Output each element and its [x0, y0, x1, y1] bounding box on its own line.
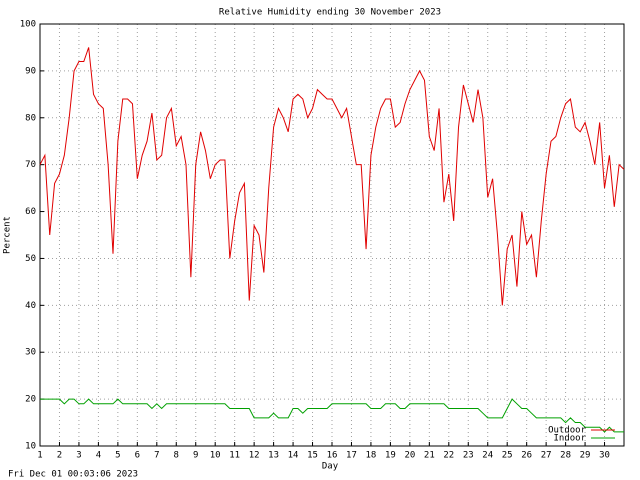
y-tick-label: 80: [25, 113, 36, 123]
plot-frame: [39, 23, 625, 447]
y-tick-label: 50: [25, 254, 36, 264]
legend-label: Outdoor: [548, 426, 587, 436]
x-tick-label: 29: [580, 451, 591, 461]
x-tick-label: 15: [307, 451, 318, 461]
y-axis-label: Percent: [3, 216, 13, 254]
y-tick-label: 10: [25, 442, 36, 452]
x-tick-label: 17: [346, 451, 357, 461]
x-tick-label: 4: [96, 451, 101, 461]
x-tick-label: 18: [366, 451, 377, 461]
x-axis-label: Day: [322, 462, 339, 472]
x-tick-label: 21: [424, 451, 435, 461]
y-tick-label: 40: [25, 301, 36, 311]
x-tick-label: 3: [76, 451, 81, 461]
y-tick-label: 100: [20, 20, 36, 30]
x-tick-label: 8: [174, 451, 179, 461]
y-tick-label: 30: [25, 348, 36, 358]
x-tick-label: 1: [37, 451, 42, 461]
legend-label: Indoor: [553, 434, 586, 444]
x-tick-label: 24: [482, 451, 493, 461]
y-tick-label: 20: [25, 395, 36, 405]
x-tick-label: 22: [443, 451, 454, 461]
y-tick-label: 60: [25, 207, 36, 217]
x-tick-label: 26: [521, 451, 532, 461]
x-tick-label: 30: [599, 451, 610, 461]
x-tick-label: 16: [327, 451, 338, 461]
x-tick-label: 2: [57, 451, 62, 461]
data-line: [39, 47, 625, 306]
x-tick-label: 5: [115, 451, 120, 461]
x-tick-label: 12: [249, 451, 260, 461]
x-tick-label: 20: [404, 451, 415, 461]
x-tick-label: 11: [229, 451, 240, 461]
x-tick-label: 27: [541, 451, 552, 461]
data-line: [40, 398, 624, 433]
chart-title: Relative Humidity ending 30 November 202…: [219, 8, 441, 18]
x-tick-label: 13: [268, 451, 279, 461]
x-tick-label: 19: [385, 451, 396, 461]
x-tick-label: 23: [463, 451, 474, 461]
footer-timestamp: Fri Dec 01 00:03:06 2023: [8, 470, 138, 480]
x-tick-label: 28: [560, 451, 571, 461]
x-tick-label: 25: [502, 451, 513, 461]
x-tick-label: 10: [210, 451, 221, 461]
y-tick-label: 90: [25, 66, 36, 76]
x-tick-label: 9: [193, 451, 198, 461]
x-tick-label: 7: [154, 451, 159, 461]
x-tick-label: 14: [288, 451, 299, 461]
y-tick-label: 70: [25, 160, 36, 170]
x-tick-label: 6: [135, 451, 140, 461]
